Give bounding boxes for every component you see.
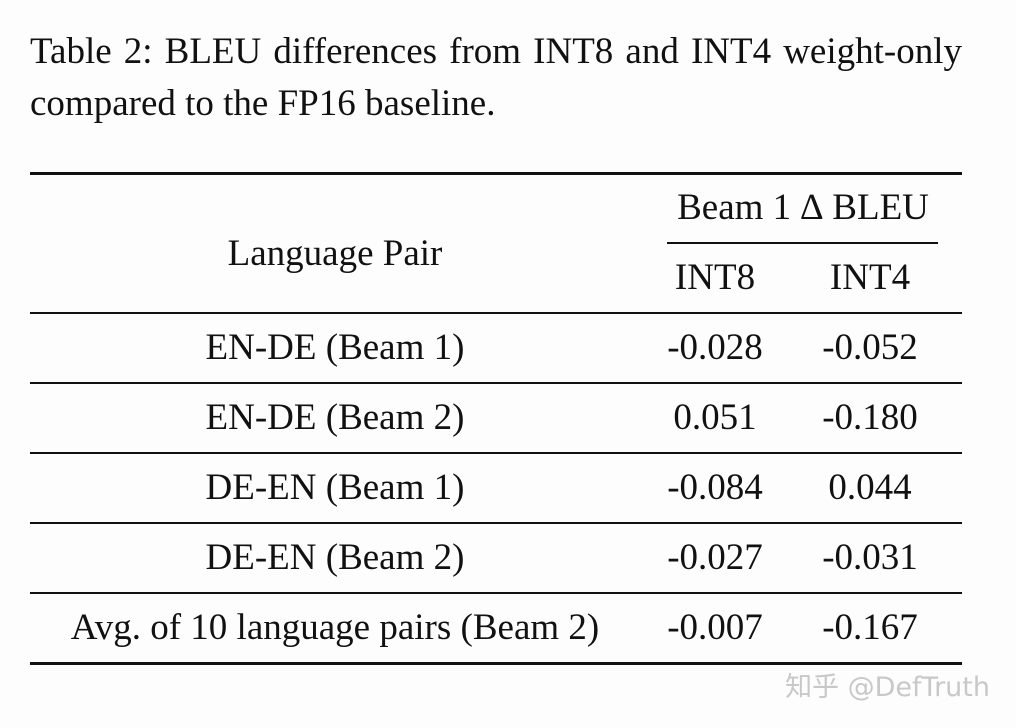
- row-divider: [30, 522, 962, 524]
- row-int4-value: 0.044: [828, 467, 912, 508]
- row-divider: [30, 382, 962, 384]
- watermark: 知乎 @DefTruth: [785, 672, 990, 703]
- row-language-pair: EN-DE (Beam 2): [205, 397, 465, 438]
- row-int4-value: -0.031: [822, 537, 918, 578]
- row-language-pair: Avg. of 10 language pairs (Beam 2): [70, 607, 600, 648]
- header-bottom-rule: [30, 312, 962, 314]
- table-top-rule: [30, 172, 962, 175]
- row-language-pair: DE-EN (Beam 2): [205, 537, 465, 578]
- row-int8-value: -0.028: [667, 327, 763, 368]
- row-int8-value: -0.007: [667, 607, 763, 648]
- row-divider: [30, 592, 962, 594]
- row-int4-value: -0.167: [822, 607, 918, 648]
- header-int8: INT8: [674, 257, 756, 298]
- header-language-pair: Language Pair: [227, 233, 443, 274]
- table-bottom-rule: [30, 662, 962, 665]
- row-language-pair: EN-DE (Beam 1): [205, 327, 465, 368]
- row-int8-value: -0.084: [667, 467, 763, 508]
- header-beam1-delta-bleu: Beam 1 ∆ BLEU: [677, 187, 929, 228]
- header-group-rule: [667, 242, 938, 244]
- header-int4: INT4: [829, 257, 911, 298]
- table-caption: Table 2: BLEU differences from INT8 and …: [30, 31, 962, 124]
- row-int8-value: 0.051: [673, 397, 757, 438]
- row-int4-value: -0.180: [822, 397, 918, 438]
- row-language-pair: DE-EN (Beam 1): [205, 467, 465, 508]
- row-int8-value: -0.027: [667, 537, 763, 578]
- row-divider: [30, 452, 962, 454]
- row-int4-value: -0.052: [822, 327, 918, 368]
